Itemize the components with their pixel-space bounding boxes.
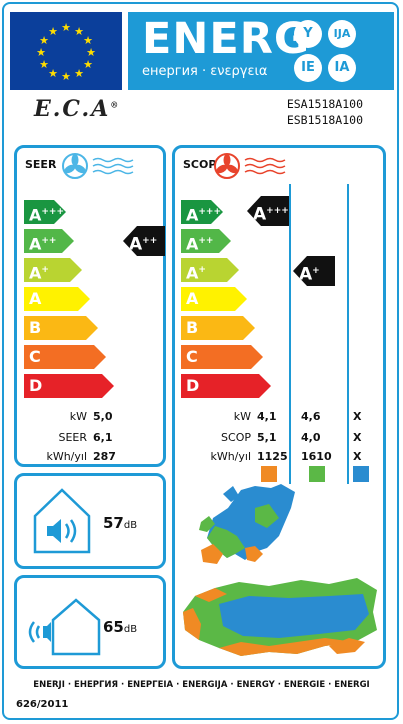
model-number-1: ESA1518A100 bbox=[286, 97, 363, 111]
cold-air-icon bbox=[92, 157, 134, 175]
scop-row-value: 1125 bbox=[257, 450, 288, 463]
energ-subtitle: енергия · ενεργεια bbox=[142, 64, 268, 79]
seer-row-label: kWh/yıl bbox=[46, 450, 87, 463]
scop-class-a2plus: A++ bbox=[181, 229, 231, 253]
turkey-climate-map bbox=[183, 578, 377, 656]
scop-class-a: A bbox=[181, 287, 247, 311]
seer-class-b: B bbox=[24, 316, 98, 340]
seer-title: SEER bbox=[25, 158, 57, 171]
heating-fan-icon bbox=[214, 153, 240, 179]
lang-code-ia: IA bbox=[328, 54, 356, 82]
eu-flag: ★ ★ ★ ★ ★ ★ ★ ★ ★ ★ ★ ★ bbox=[10, 12, 122, 90]
svg-text:★: ★ bbox=[39, 34, 49, 47]
indoor-noise-panel: 57dB bbox=[14, 473, 166, 569]
svg-text:★: ★ bbox=[83, 58, 93, 71]
svg-text:★: ★ bbox=[61, 21, 71, 34]
lang-code-y: Y bbox=[294, 20, 322, 48]
lang-code-ie: IE bbox=[294, 54, 322, 82]
scop-row-label: kW bbox=[233, 410, 251, 423]
svg-text:★: ★ bbox=[48, 67, 58, 80]
seer-row-value: 6,1 bbox=[93, 431, 113, 444]
seer-class-c: C bbox=[24, 345, 106, 369]
footer-languages: ENERJI · ЕНЕРГИЯ · ΕΝΕΡΓΕΙΑ · ENERGIJA ·… bbox=[33, 680, 370, 690]
scop-row-value: 4,6 bbox=[301, 410, 321, 423]
scop-row-value: X bbox=[353, 450, 362, 463]
warmer-climate-swatch bbox=[261, 466, 277, 482]
outdoor-noise-value: 65dB bbox=[103, 618, 138, 636]
regulation-number: 626/2011 bbox=[16, 699, 69, 710]
scop-row-value: 1610 bbox=[301, 450, 332, 463]
indoor-noise-value: 57dB bbox=[103, 514, 138, 532]
seer-class-a3plus: A+++ bbox=[24, 200, 66, 224]
svg-text:★: ★ bbox=[39, 58, 49, 71]
scop-row-value: 4,0 bbox=[301, 431, 321, 444]
seer-class-a: A bbox=[24, 287, 90, 311]
scop-row-label: SCOP bbox=[221, 431, 251, 444]
colder-climate-swatch bbox=[353, 466, 369, 482]
seer-panel: SEER A+++ A++ A+ A B C D A++ kW 5,0 SEER… bbox=[14, 145, 166, 467]
eu-stars-icon: ★ ★ ★ ★ ★ ★ ★ ★ ★ ★ ★ ★ bbox=[36, 21, 96, 83]
scop-row-value: 5,1 bbox=[257, 431, 277, 444]
indoor-house-speaker-icon bbox=[33, 488, 91, 554]
seer-row-value: 287 bbox=[93, 450, 116, 463]
scop-class-a3plus: A+++ bbox=[181, 200, 223, 224]
europe-climate-map bbox=[199, 484, 295, 564]
scop-row-value: X bbox=[353, 431, 362, 444]
model-number-2: ESB1518A100 bbox=[286, 113, 363, 127]
column-divider bbox=[289, 184, 291, 484]
seer-row-value: 5,0 bbox=[93, 410, 113, 423]
scop-class-aplus: A+ bbox=[181, 258, 239, 282]
registered-mark: ® bbox=[110, 99, 121, 110]
seer-class-a2plus: A++ bbox=[24, 229, 74, 253]
energ-title: ENERG bbox=[142, 14, 311, 64]
svg-text:★: ★ bbox=[83, 34, 93, 47]
seer-row-label: SEER bbox=[58, 431, 87, 444]
svg-text:★: ★ bbox=[74, 67, 84, 80]
svg-text:★: ★ bbox=[61, 70, 71, 83]
scop-row-value: 4,1 bbox=[257, 410, 277, 423]
warm-air-icon bbox=[244, 157, 286, 175]
outdoor-noise-panel: 65dB bbox=[14, 575, 166, 669]
svg-text:★: ★ bbox=[36, 46, 46, 59]
column-divider bbox=[347, 184, 349, 484]
average-climate-swatch bbox=[309, 466, 325, 482]
scop-panel: SCOP A+++ A++ A+ A B C D A+++ A+ kW 4,1 … bbox=[172, 145, 386, 669]
seer-class-d: D bbox=[24, 374, 114, 398]
brand-logo: E.C.A® bbox=[34, 96, 120, 122]
outdoor-house-speaker-icon bbox=[28, 598, 101, 656]
seer-class-aplus: A+ bbox=[24, 258, 82, 282]
seer-row-label: kW bbox=[69, 410, 87, 423]
scop-row-value: X bbox=[353, 410, 362, 423]
scop-rating-arrow-average: A+++ bbox=[247, 196, 289, 226]
svg-text:★: ★ bbox=[74, 25, 84, 38]
scop-class-b: B bbox=[181, 316, 255, 340]
scop-rating-arrow-colder: A+ bbox=[293, 256, 335, 286]
scop-class-d: D bbox=[181, 374, 271, 398]
brand-name: E.C.A bbox=[34, 96, 111, 122]
scop-row-label: kWh/yıl bbox=[210, 450, 251, 463]
scop-class-c: C bbox=[181, 345, 263, 369]
lang-code-ija: IJA bbox=[328, 20, 356, 48]
svg-text:★: ★ bbox=[86, 46, 96, 59]
seer-rating-arrow: A++ bbox=[123, 226, 165, 256]
label-frame bbox=[2, 2, 399, 720]
svg-text:★: ★ bbox=[48, 25, 58, 38]
cooling-fan-icon bbox=[62, 153, 88, 179]
scop-title: SCOP bbox=[183, 158, 217, 171]
energy-banner: ENERG енергия · ενεργεια Y IJA IE IA bbox=[128, 12, 394, 90]
